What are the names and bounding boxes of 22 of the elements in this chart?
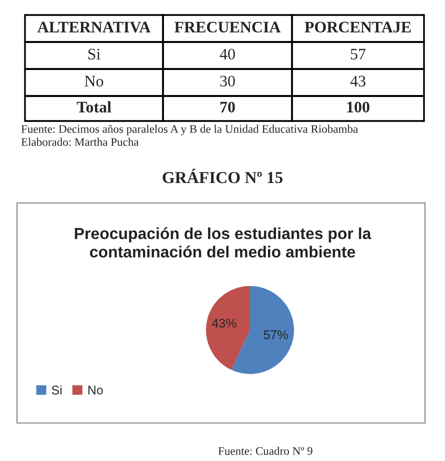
text: Si bbox=[88, 48, 100, 60]
text: No bbox=[84, 76, 104, 86]
text: 100 bbox=[347, 102, 370, 112]
pie-slice bbox=[206, 286, 250, 370]
data-label: 57% bbox=[264, 330, 288, 340]
text: 30 bbox=[220, 76, 235, 86]
data-label: 43% bbox=[212, 318, 236, 328]
text: PORCENTAJE bbox=[304, 22, 411, 32]
text: Total bbox=[76, 101, 112, 112]
text: 57 bbox=[350, 48, 366, 60]
text: 70 bbox=[220, 102, 235, 112]
text: FRECUENCIA bbox=[174, 22, 281, 32]
source-note: Fuente: Cuadro Nº 9 bbox=[218, 446, 312, 455]
text: ALTERNATIVA bbox=[37, 22, 151, 33]
source-note: Fuente: Decimos años paralelos A y B de la Unidad Educativa Riobamba bbox=[21, 124, 358, 136]
text: GRÁFICO Nº 15 bbox=[162, 168, 283, 184]
text: 43 bbox=[350, 76, 366, 86]
text: Elaborado: Martha Pucha bbox=[21, 138, 139, 146]
legend-label: No bbox=[88, 386, 103, 394]
legend-label: Si bbox=[52, 385, 62, 394]
text: 40 bbox=[220, 48, 235, 60]
chart-title: Preocupación de los estudiantes por la contaminación del medio ambiente bbox=[74, 227, 372, 258]
